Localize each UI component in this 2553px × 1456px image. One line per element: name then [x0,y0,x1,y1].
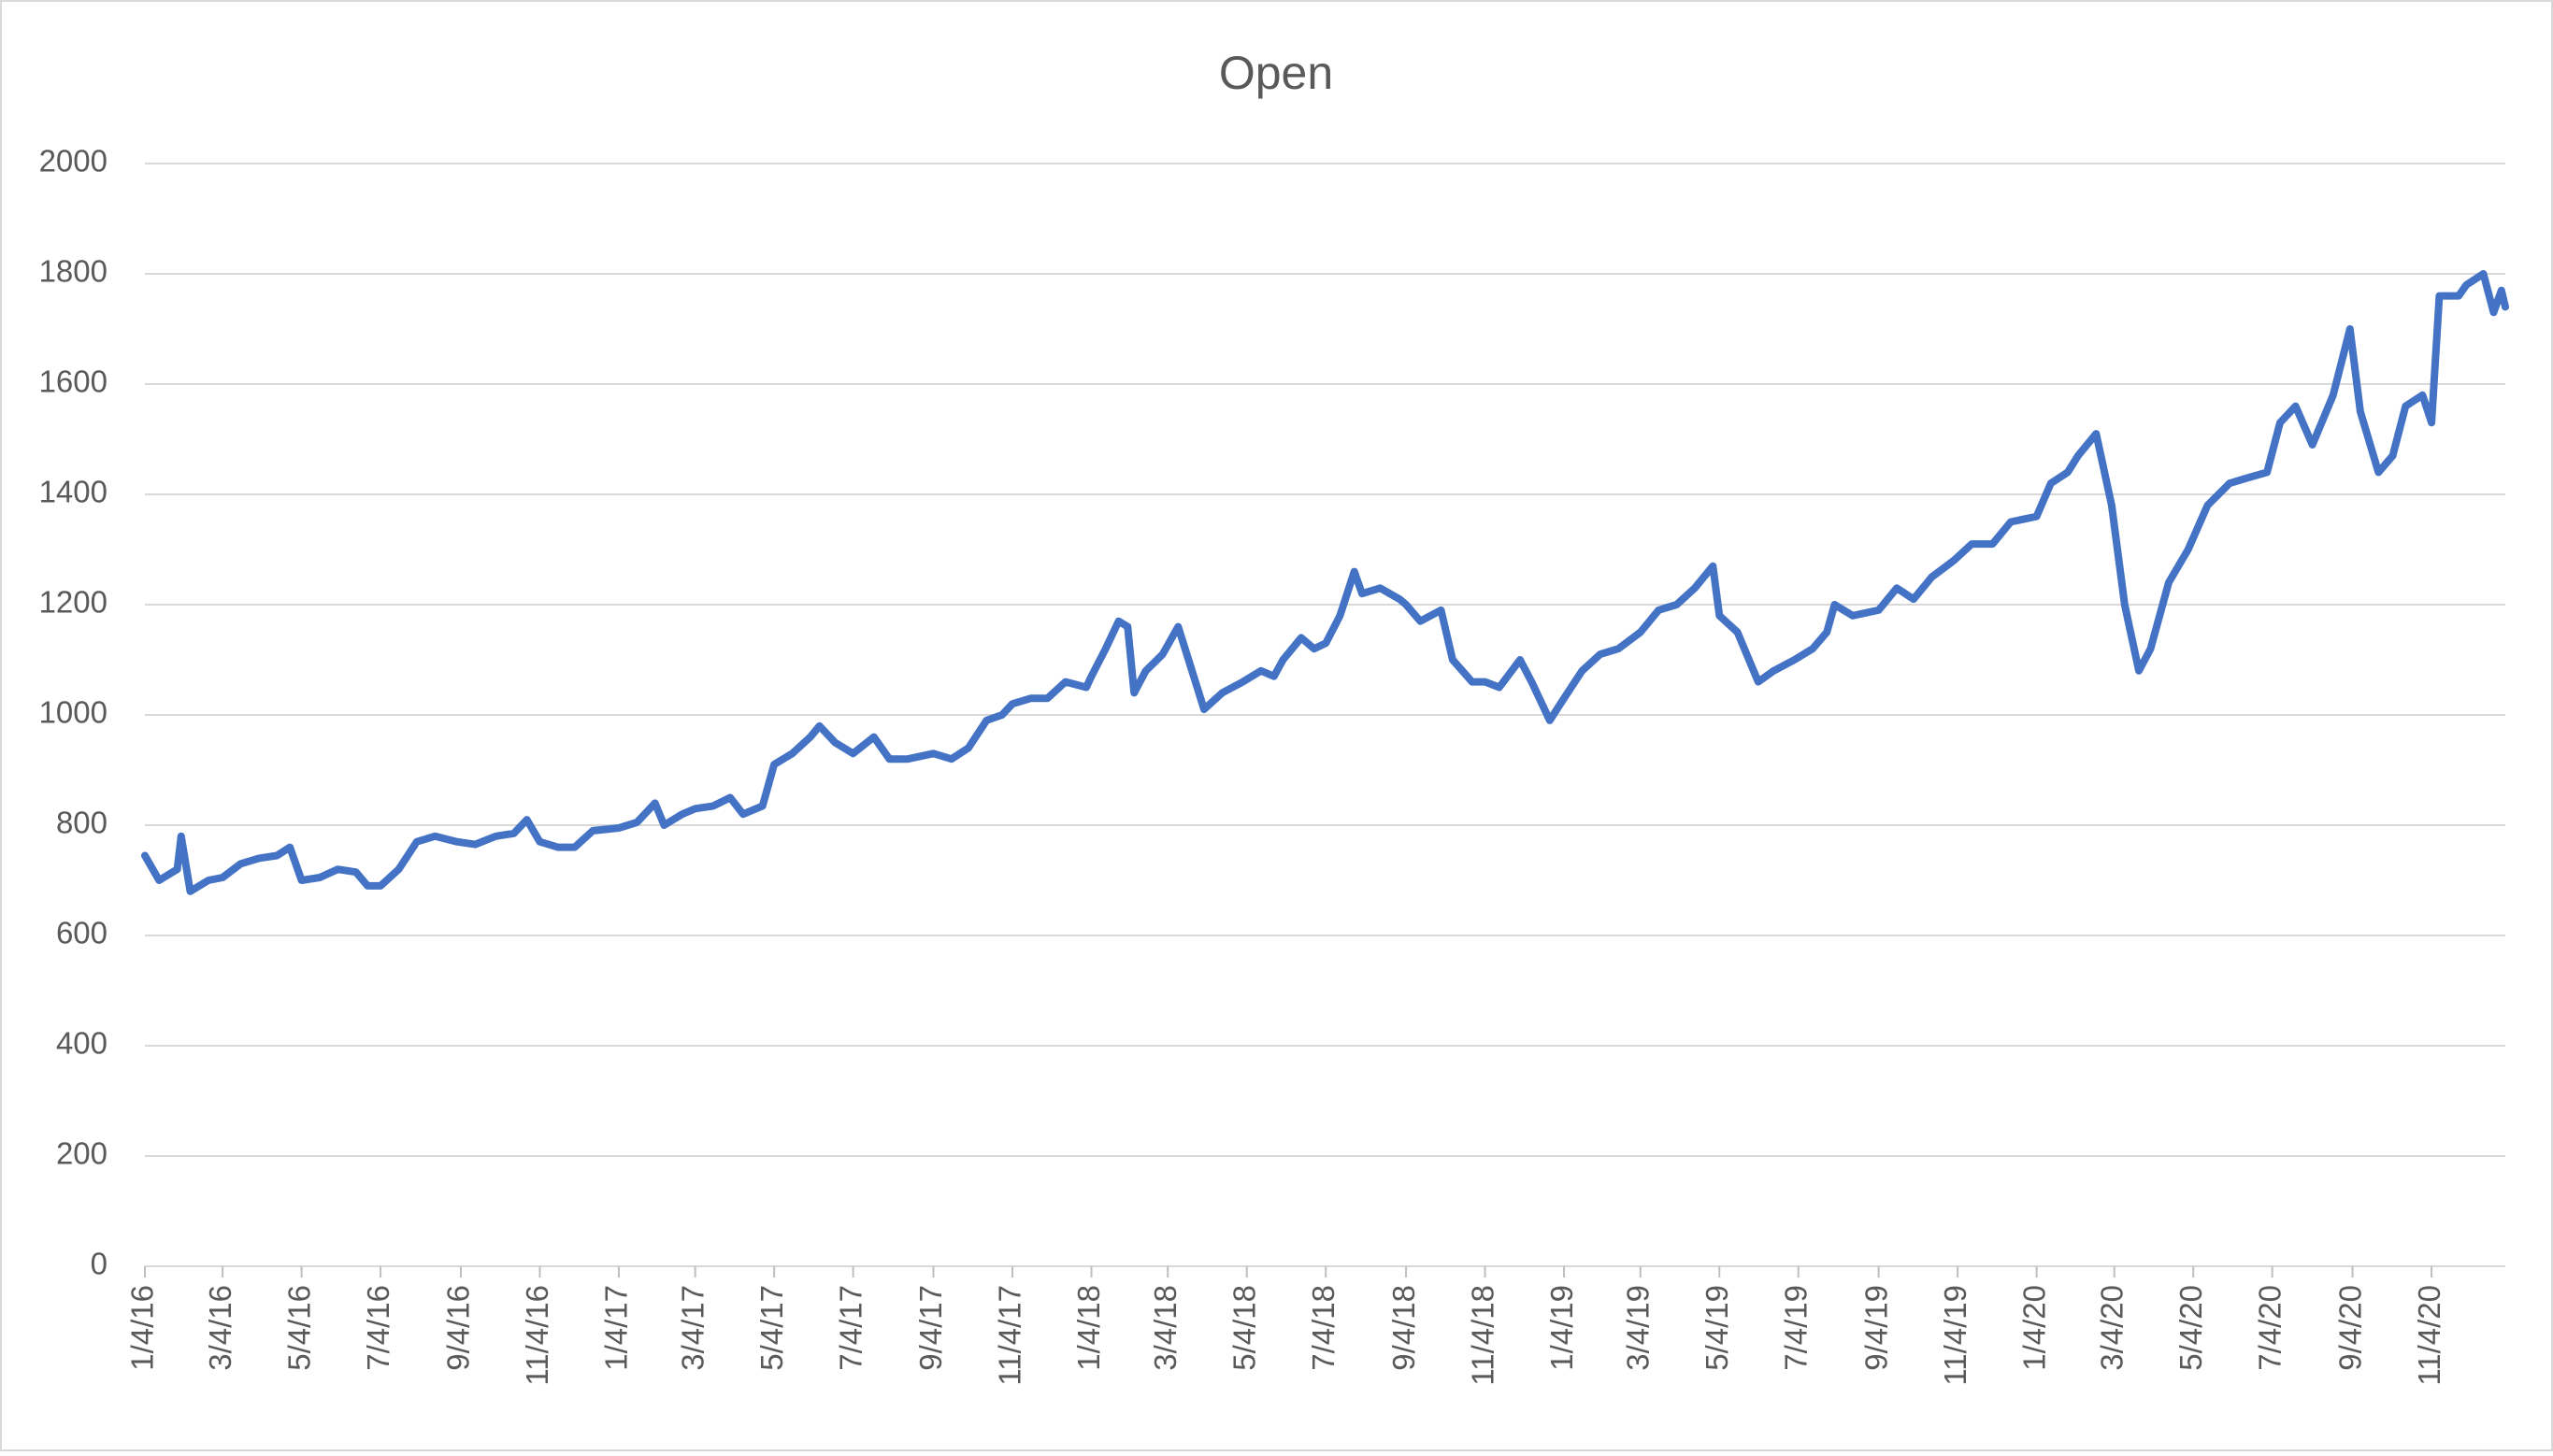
x-tick-label: 3/4/17 [675,1285,710,1371]
x-tick-label: 7/4/17 [833,1285,868,1371]
x-tick-label: 9/4/17 [913,1285,948,1371]
y-tick-label: 2000 [39,144,108,178]
y-tick-label: 200 [56,1136,108,1171]
data-line [141,270,2509,895]
x-tick-label: 5/4/19 [1700,1285,1734,1371]
x-tick-label: 7/4/16 [361,1285,395,1371]
y-tick-label: 1800 [39,254,108,289]
x-tick-label: 3/4/16 [203,1285,237,1371]
x-tick-label: 3/4/18 [1148,1285,1183,1371]
x-tick-label: 5/4/20 [2173,1285,2208,1371]
x-tick-label: 3/4/19 [1620,1285,1655,1371]
x-tick-label: 1/4/18 [1071,1285,1106,1371]
x-tick-label: 11/4/19 [1938,1285,1972,1386]
x-tick-label: 5/4/18 [1226,1285,1261,1371]
y-tick-label: 0 [91,1247,108,1281]
x-tick-label: 7/4/19 [1778,1285,1813,1371]
x-tick-label: 9/4/18 [1386,1285,1421,1371]
y-tick-label: 800 [56,806,108,840]
x-tick-label: 9/4/16 [441,1285,476,1371]
x-tick-label: 1/4/17 [599,1285,634,1371]
y-tick-label: 1000 [39,695,108,730]
x-tick-label: 11/4/16 [520,1285,554,1386]
x-tick-label: 11/4/20 [2412,1285,2446,1386]
x-tick-label: 9/4/19 [1858,1285,1893,1371]
x-tick-label: 9/4/20 [2332,1285,2367,1371]
x-tick-label: 1/4/19 [1544,1285,1579,1371]
y-tick-label: 1400 [39,475,108,509]
chart-title: Open [1219,47,1333,99]
x-tick-label: 5/4/16 [281,1285,316,1371]
x-tick-label: 1/4/20 [2016,1285,2051,1371]
x-tick-label: 11/4/18 [1465,1285,1499,1386]
y-tick-label: 400 [56,1026,108,1061]
x-tick-label: 3/4/20 [2094,1285,2129,1371]
y-tick-label: 600 [56,916,108,950]
x-tick-label: 11/4/17 [993,1285,1027,1386]
y-tick-label: 1200 [39,585,108,620]
x-tick-label: 7/4/20 [2252,1285,2287,1371]
x-tick-label: 5/4/17 [754,1285,789,1371]
x-tick-label: 7/4/18 [1306,1285,1341,1371]
x-tick-label: 1/4/16 [125,1285,160,1371]
y-tick-label: 1600 [39,364,108,399]
